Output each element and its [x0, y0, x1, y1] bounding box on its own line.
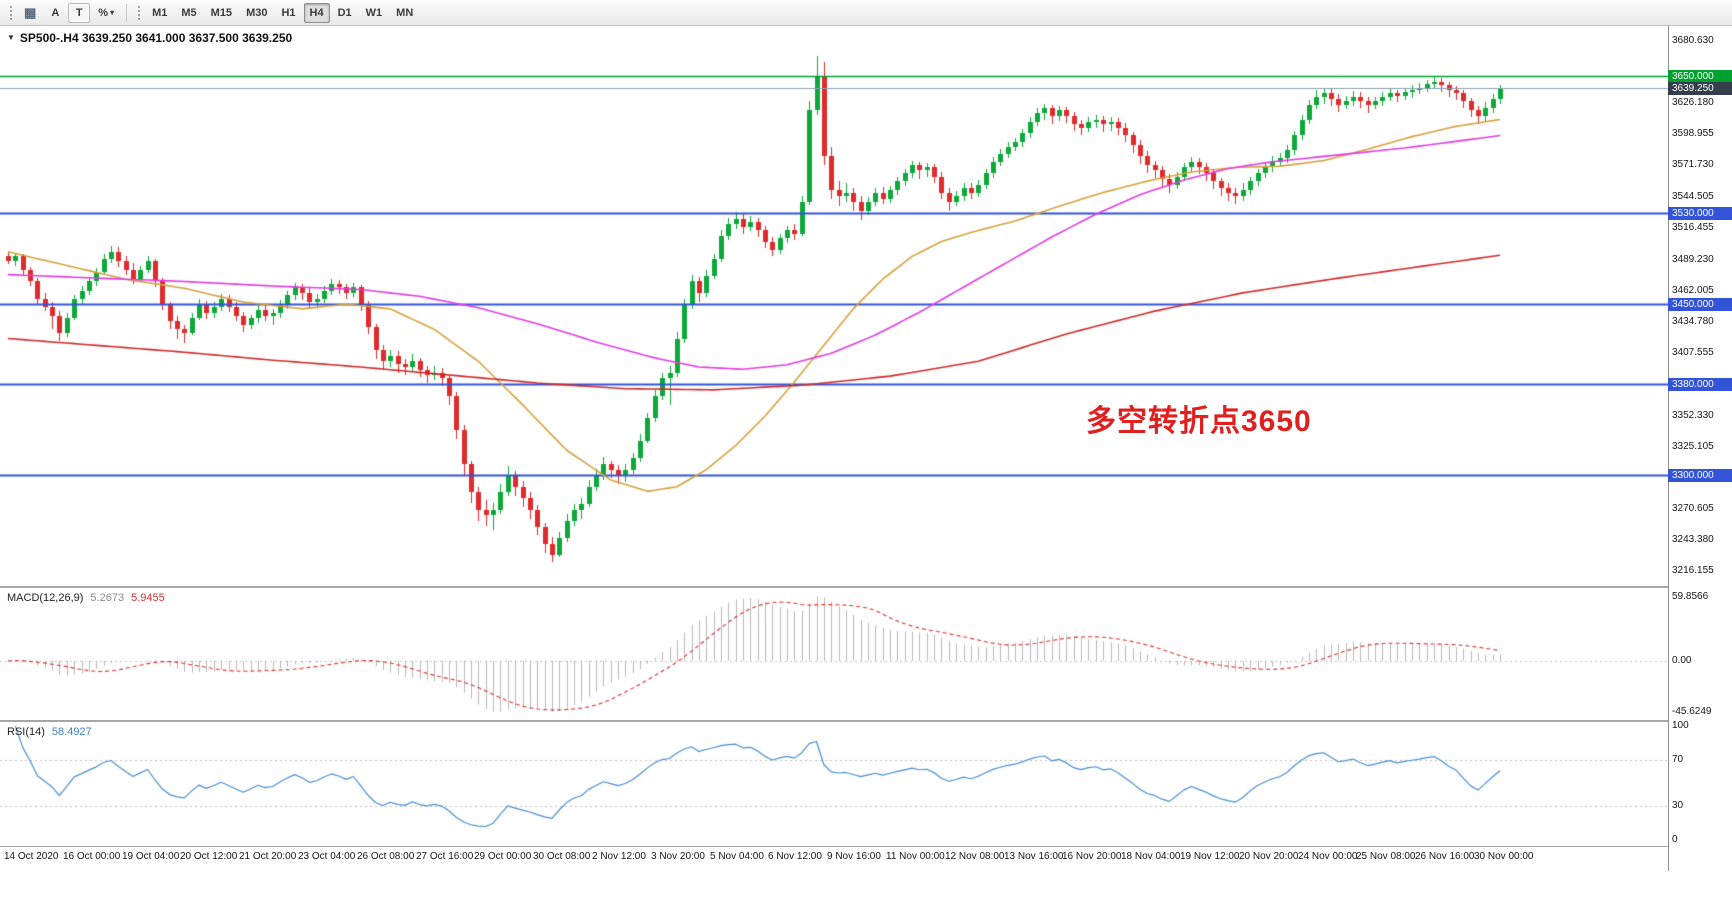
timeframe-button-w1[interactable]: W1 [360, 3, 389, 23]
timeframe-button-d1[interactable]: D1 [332, 3, 358, 23]
timeframe-toolbar: M1 M5 M15 M30 H1 H4 D1 W1 MN [145, 2, 420, 23]
time-axis-label: 16 Nov 20:00 [1062, 851, 1122, 862]
price-axis-label: 3434.780 [1672, 315, 1714, 327]
price-axis-label: 3270.605 [1672, 502, 1714, 514]
grid-tool-button[interactable]: ▦ [18, 3, 42, 23]
macd-axis-label: 59.8566 [1672, 591, 1709, 602]
time-axis-label: 30 Nov 00:00 [1474, 851, 1534, 862]
current-price-chip: 3639.250 [1668, 81, 1732, 95]
rsi-value: 58.4927 [51, 726, 92, 738]
timeframe-button-m1[interactable]: M1 [146, 3, 173, 23]
panel-separator [0, 846, 1732, 847]
time-axis-label: 6 Nov 12:00 [768, 851, 822, 862]
toolbar-separator [126, 3, 128, 22]
price-axis-label: 3571.730 [1672, 159, 1714, 171]
price-level-chip: 3530.000 [1668, 206, 1732, 220]
time-axis-label: 23 Oct 04:00 [298, 851, 356, 862]
time-axis-label: 26 Oct 08:00 [357, 851, 415, 862]
price-axis-label: 3325.105 [1672, 440, 1714, 452]
time-axis-label: 25 Nov 08:00 [1356, 851, 1416, 862]
price-level-chip: 3450.000 [1668, 297, 1732, 311]
turning-point-annotation[interactable]: 多空转折点3650 [1086, 405, 1312, 438]
toolbar: ▦ A T % ▾ M1 M5 M15 M30 H1 H4 D1 W1 MN [0, 0, 1732, 26]
time-axis-label: 19 Nov 12:00 [1180, 851, 1240, 862]
letter-a-icon: A [51, 6, 60, 19]
macd-panel-canvas[interactable] [0, 588, 1668, 720]
price-axis-label: 3626.180 [1672, 97, 1714, 109]
macd-main-value: 5.2673 [90, 592, 125, 604]
price-axis-label: 3516.455 [1672, 222, 1714, 234]
price-chart-canvas[interactable] [0, 26, 1668, 586]
price-axis-label: 3407.555 [1672, 346, 1714, 358]
text-label-tool-button[interactable]: T [68, 2, 91, 23]
time-axis-label: 20 Nov 20:00 [1239, 851, 1299, 862]
time-axis-label: 2 Nov 12:00 [592, 851, 646, 862]
time-axis-label: 5 Nov 04:00 [710, 851, 764, 862]
chart-header: ▼ SP500-.H4 3639.250 3641.000 3637.500 36… [7, 31, 292, 45]
time-axis-label: 11 Nov 00:00 [886, 851, 945, 862]
price-axis-label: 3462.005 [1672, 284, 1714, 296]
rsi-axis-label: 0 [1672, 834, 1678, 845]
timeframe-button-m15[interactable]: M15 [205, 3, 238, 23]
letter-t-icon: T [75, 6, 83, 19]
price-axis[interactable] [1668, 26, 1732, 871]
time-axis-label: 30 Oct 08:00 [533, 851, 591, 862]
macd-axis-label: 0.00 [1672, 654, 1692, 666]
chart-symbol-ohlc: SP500-.H4 3639.250 3641.000 3637.500 363… [19, 31, 293, 45]
time-axis-label: 26 Nov 16:00 [1415, 851, 1475, 862]
time-axis-label: 29 Oct 00:00 [474, 851, 532, 862]
chevron-down-icon: ▾ [110, 8, 115, 17]
price-axis-label: 3489.230 [1672, 253, 1714, 265]
price-level-chip: 3650.000 [1668, 69, 1732, 83]
time-axis-label: 24 Nov 00:00 [1298, 851, 1358, 862]
timeframe-button-m30[interactable]: M30 [240, 3, 273, 23]
price-axis-label: 3216.155 [1672, 564, 1714, 576]
rsi-axis-label: 70 [1672, 754, 1684, 766]
text-tool-a-button[interactable]: A [44, 3, 66, 23]
rsi-label: RSI(14) 58.4927 [7, 726, 92, 738]
percent-tool-button[interactable]: % ▾ [92, 3, 120, 23]
price-axis-label: 3243.380 [1672, 533, 1714, 545]
panel-separator[interactable] [0, 720, 1732, 722]
chart-menu-icon[interactable]: ▼ [7, 33, 15, 42]
price-level-chip: 3380.000 [1668, 377, 1732, 391]
time-axis-label: 14 Oct 2020 [4, 851, 59, 862]
time-axis-label: 21 Oct 20:00 [239, 851, 297, 862]
price-axis-label: 3680.630 [1672, 35, 1714, 47]
grid-icon: ▦ [24, 5, 37, 20]
time-axis-label: 16 Oct 00:00 [63, 851, 121, 862]
price-axis-label: 3598.955 [1672, 128, 1714, 140]
timeframe-toolbar-grip[interactable] [136, 3, 142, 22]
percent-icon: % [98, 6, 109, 19]
rsi-name: RSI(14) [7, 726, 45, 738]
time-axis-label: 27 Oct 16:00 [416, 851, 474, 862]
price-level-chip: 3300.000 [1668, 468, 1732, 482]
time-axis-label: 19 Oct 04:00 [122, 851, 180, 862]
time-axis-label: 12 Nov 08:00 [945, 851, 1005, 862]
time-axis-label: 13 Nov 16:00 [1004, 851, 1064, 862]
time-axis-label: 9 Nov 16:00 [827, 851, 881, 862]
macd-signal-value: 5.9455 [131, 592, 165, 604]
macd-label: MACD(12,26,9) 5.2673 5.9455 [7, 592, 165, 604]
price-axis-label: 3352.330 [1672, 409, 1714, 421]
price-axis-label: 3544.505 [1672, 190, 1714, 202]
time-axis-label: 18 Nov 04:00 [1121, 851, 1181, 862]
timeframe-button-h4[interactable]: H4 [303, 2, 330, 23]
macd-name: MACD(12,26,9) [7, 592, 84, 604]
panel-separator[interactable] [0, 586, 1732, 588]
rsi-axis-label: 30 [1672, 799, 1684, 811]
time-axis-label: 20 Oct 12:00 [180, 851, 238, 862]
timeframe-button-h1[interactable]: H1 [275, 3, 301, 23]
rsi-panel-canvas[interactable] [0, 722, 1668, 846]
timeframe-button-mn[interactable]: MN [390, 3, 419, 23]
rsi-axis-label: 100 [1672, 720, 1689, 731]
time-axis-label: 3 Nov 20:00 [651, 851, 705, 862]
toolbar-grip[interactable] [8, 3, 13, 22]
macd-axis-label: -45.6249 [1672, 706, 1712, 717]
timeframe-button-m5[interactable]: M5 [175, 3, 202, 23]
